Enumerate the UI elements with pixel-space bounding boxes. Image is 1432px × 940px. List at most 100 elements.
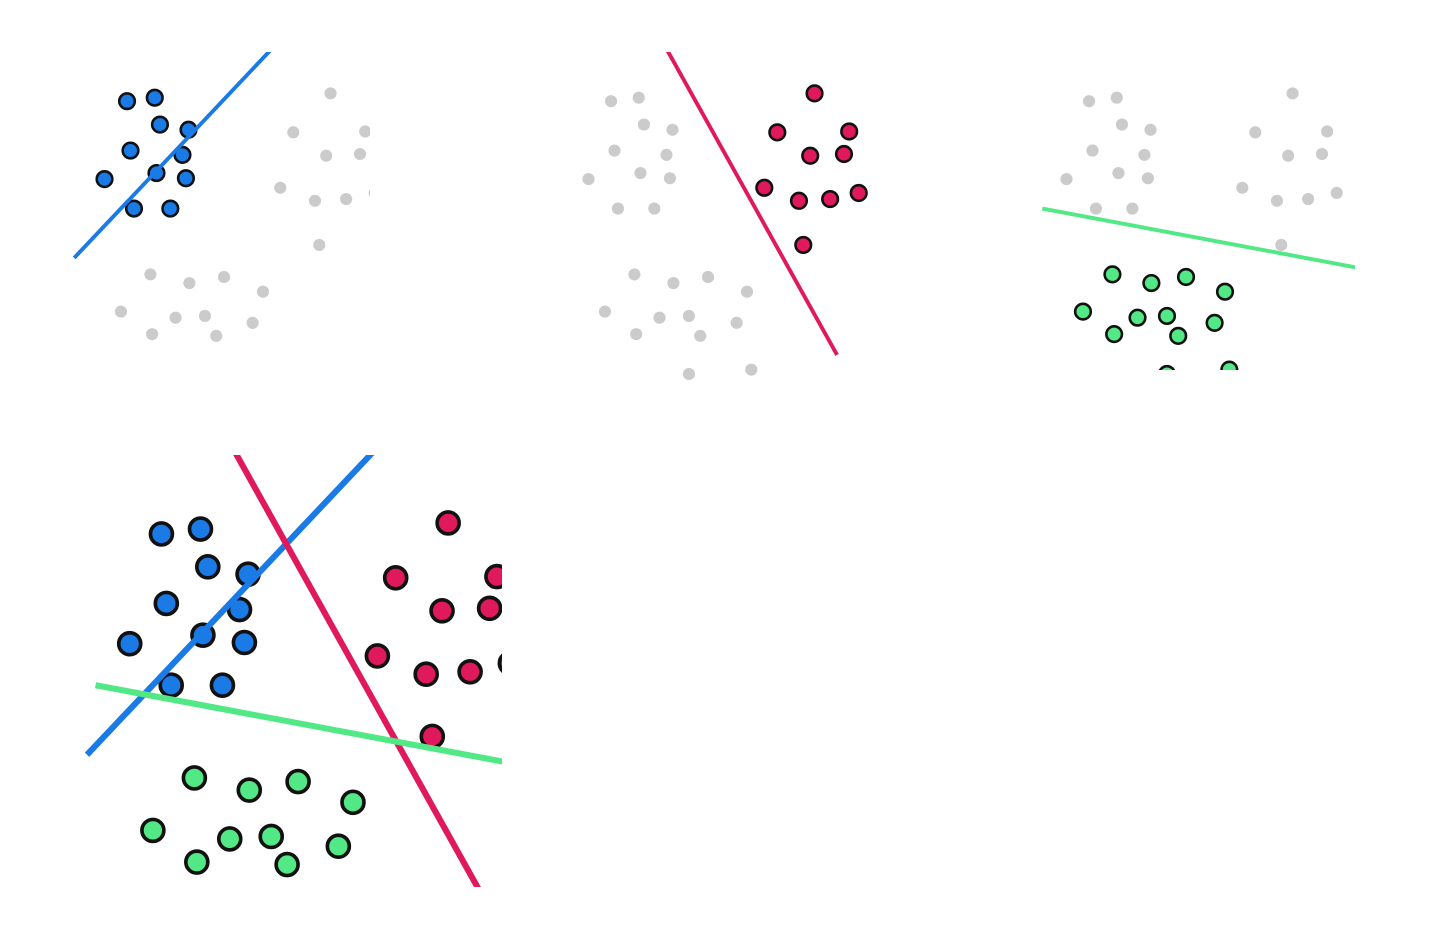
panel-blue-vs-rest: [72, 52, 370, 376]
green-point: [1128, 308, 1147, 327]
inactive-point: [1082, 95, 1096, 108]
pink-point: [755, 178, 774, 197]
inactive-point: [745, 363, 758, 376]
inactive-point: [169, 311, 182, 324]
pink-decision-boundary: [666, 52, 839, 356]
pink-point: [429, 597, 455, 624]
inactive-point: [730, 316, 743, 329]
pink-point: [457, 658, 483, 685]
blue-point: [95, 170, 114, 189]
inactive-point: [114, 305, 128, 318]
blue-point: [161, 199, 180, 218]
blue-point: [121, 141, 140, 160]
blue-point: [124, 199, 144, 218]
inactive-point: [628, 268, 641, 281]
inactive-point: [274, 181, 287, 194]
inactive-point: [261, 364, 273, 376]
inactive-point: [1126, 202, 1139, 215]
inactive-point: [324, 87, 337, 100]
blue-point: [173, 145, 192, 164]
inactive-point: [353, 147, 367, 161]
green-decision-boundary: [94, 682, 502, 765]
inactive-point: [183, 276, 196, 290]
inactive-point: [582, 173, 595, 186]
inactive-point: [320, 149, 333, 162]
green-point: [181, 765, 208, 791]
pink-point: [484, 563, 502, 590]
panel-combined: [84, 455, 502, 929]
inactive-point: [653, 311, 666, 324]
inactive-point: [1286, 87, 1299, 100]
inactive-point: [632, 91, 645, 104]
green-point: [1169, 326, 1188, 345]
pink-point: [382, 565, 409, 591]
blue-point: [158, 672, 185, 699]
inactive-point: [1086, 144, 1099, 157]
blue-decision-boundary: [72, 52, 272, 260]
pink-point: [789, 191, 809, 210]
inactive-point: [663, 172, 676, 185]
inactive-point: [1282, 149, 1295, 162]
pink-point: [821, 189, 840, 209]
green-point: [184, 849, 210, 875]
pink-point: [805, 84, 824, 103]
inactive-point: [287, 126, 300, 139]
inactive-point: [1115, 118, 1129, 131]
inactive-point: [682, 309, 696, 323]
inactive-point: [359, 125, 370, 138]
pink-point: [794, 235, 813, 255]
blue-point: [226, 596, 253, 623]
pink-decision-boundary: [233, 455, 481, 887]
inactive-point: [1315, 147, 1329, 161]
inactive-point: [1321, 125, 1334, 138]
inactive-point: [1275, 238, 1288, 251]
inactive-point: [1060, 173, 1073, 186]
green-point: [236, 777, 263, 803]
green-point: [1215, 282, 1235, 301]
pink-point: [834, 144, 854, 164]
pink-point: [413, 661, 439, 688]
green-decision-boundary: [1041, 206, 1355, 270]
inactive-point: [1112, 166, 1125, 180]
blue-point: [231, 629, 258, 656]
inactive-point: [308, 194, 322, 207]
green-point: [258, 823, 285, 850]
inactive-point: [598, 305, 612, 318]
inactive-point: [604, 95, 618, 108]
inactive-point: [144, 268, 157, 281]
inactive-point: [146, 328, 159, 341]
inactive-point: [368, 189, 370, 197]
pink-point: [840, 122, 859, 141]
green-point: [216, 826, 243, 852]
inactive-point: [634, 166, 647, 180]
inactive-point: [1302, 192, 1315, 206]
inactive-point: [1330, 186, 1343, 200]
inactive-point: [666, 123, 679, 136]
blue-point: [150, 115, 170, 134]
green-point: [1105, 325, 1124, 344]
pink-point: [364, 643, 391, 669]
inactive-point: [256, 285, 270, 298]
blue-point: [145, 88, 164, 107]
inactive-point: [667, 276, 680, 290]
green-point: [325, 833, 352, 860]
pink-point: [801, 146, 820, 165]
blue-decision-boundary: [84, 455, 375, 757]
inactive-point: [637, 118, 651, 131]
green-point: [340, 789, 366, 816]
inactive-point: [1089, 202, 1103, 215]
green-point: [260, 907, 282, 929]
blue-point: [176, 169, 196, 188]
inactive-point: [694, 329, 707, 342]
green-point: [1073, 302, 1093, 321]
inactive-point: [1110, 91, 1123, 104]
inactive-point: [1270, 194, 1284, 207]
green-point: [1103, 265, 1122, 284]
pink-point: [476, 595, 502, 622]
pink-point: [497, 653, 502, 673]
green-point: [1176, 267, 1196, 287]
inactive-point: [682, 367, 696, 381]
green-point: [285, 768, 311, 795]
inactive-point: [1138, 148, 1151, 161]
